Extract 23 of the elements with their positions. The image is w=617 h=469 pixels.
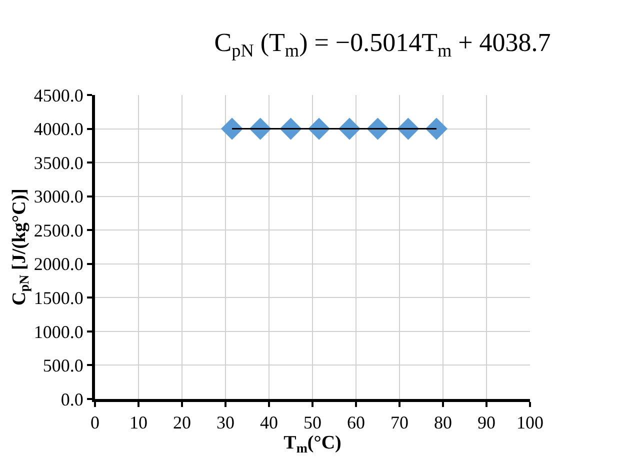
x-tick-label: 20 <box>173 412 191 433</box>
x-tick-label: 100 <box>516 412 544 433</box>
x-tick-label: 70 <box>390 412 408 433</box>
y-tick-label: 2000.0 <box>34 254 84 274</box>
x-tick-label: 90 <box>478 412 496 433</box>
y-tick-label: 0.0 <box>60 389 84 410</box>
y-tick-label: 4500.0 <box>34 85 84 106</box>
chart-title: C$_{pN}$ (T$_{m}$) = −0.5014T$_{m}$ + 4038.7 <box>214 28 551 60</box>
x-axis-title: T$_{m}$(°C) <box>284 432 342 456</box>
x-tick-label: 0 <box>90 412 100 433</box>
x-tick-label: 50 <box>304 412 322 433</box>
y-tick-label: 2500.0 <box>34 220 84 240</box>
y-tick-label: 1500.0 <box>34 288 84 308</box>
x-tick-label: 30 <box>216 412 234 433</box>
y-tick-label: 1000.0 <box>34 322 84 342</box>
y-tick-label: 3500.0 <box>34 152 84 173</box>
x-tick-label: 40 <box>260 412 278 433</box>
x-tick-label: 60 <box>347 412 365 433</box>
x-tick-label: 10 <box>130 412 148 433</box>
y-tick-label: 4000.0 <box>34 119 84 140</box>
y-tick-label: 500.0 <box>42 356 84 376</box>
x-tick-label: 80 <box>434 412 452 433</box>
y-tick-label: 3000.0 <box>34 186 84 207</box>
